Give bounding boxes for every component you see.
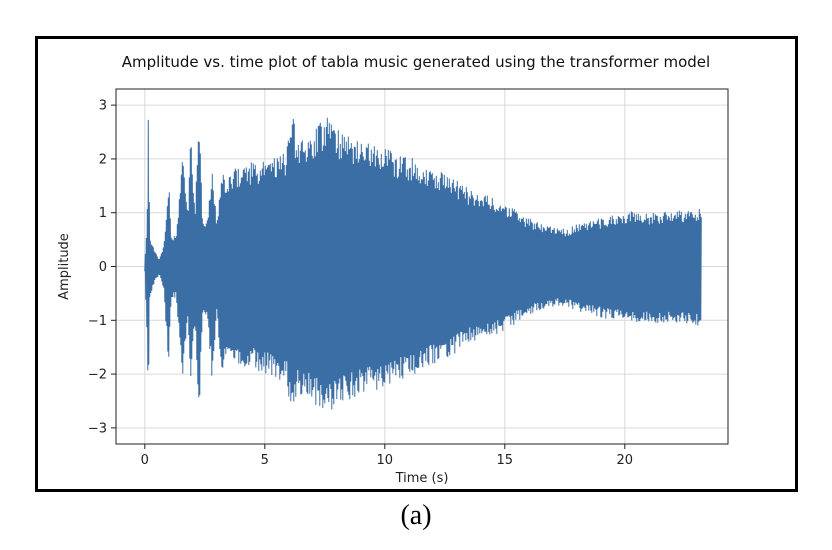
x-axis-label: Time (s): [395, 471, 449, 486]
chart: Amplitude vs. time plot of tabla music g…: [57, 53, 729, 486]
x-tick-label: 5: [261, 453, 269, 468]
y-tick-label: −3: [88, 421, 107, 436]
y-axis-ticks: −3 −2 −1 0 1 2 3: [88, 99, 116, 436]
y-tick-label: 0: [99, 260, 107, 275]
y-tick-label: 2: [99, 152, 107, 167]
x-tick-label: 0: [141, 453, 149, 468]
x-tick-label: 10: [377, 453, 394, 468]
x-tick-label: 20: [617, 453, 634, 468]
x-tick-label: 15: [497, 453, 514, 468]
waveform-line: [144, 117, 702, 410]
y-tick-label: −2: [88, 368, 107, 383]
y-axis-label: Amplitude: [57, 233, 72, 300]
x-axis-ticks: 0 5 10 15 20: [141, 444, 633, 468]
y-tick-label: 1: [99, 206, 107, 221]
y-tick-label: −1: [88, 314, 107, 329]
y-tick-label: 3: [99, 99, 107, 114]
figure-caption: (a): [400, 500, 432, 531]
figure-frame: Amplitude vs. time plot of tabla music g…: [35, 36, 798, 492]
chart-title: Amplitude vs. time plot of tabla music g…: [122, 53, 710, 71]
waveform: [144, 117, 702, 410]
